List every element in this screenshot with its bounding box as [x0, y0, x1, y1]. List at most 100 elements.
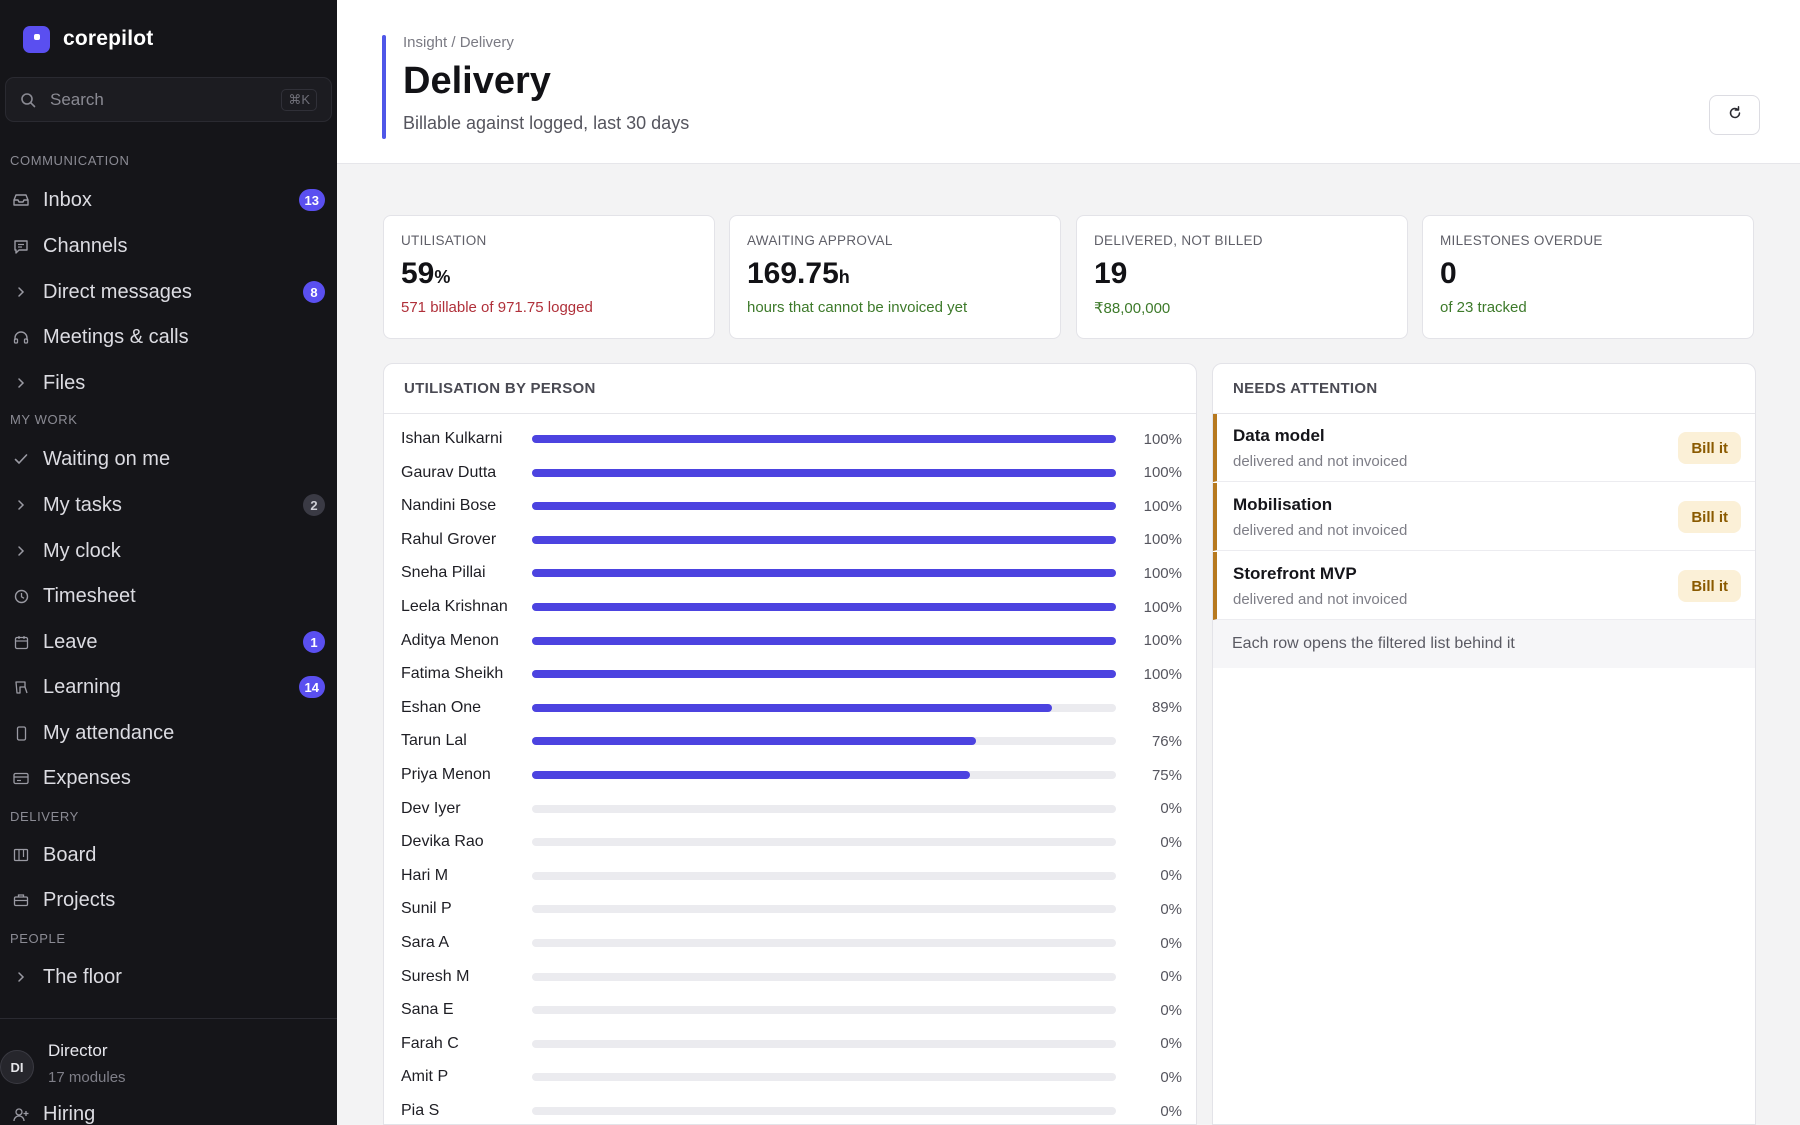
user-name[interactable]: Director: [48, 1041, 108, 1060]
attention-subtitle: delivered and not invoiced: [1233, 591, 1408, 608]
stat-note: of 23 tracked: [1440, 299, 1527, 316]
utilisation-row[interactable]: Amit P 0%: [384, 1060, 1196, 1094]
utilisation-row[interactable]: Dev Iyer 0%: [384, 792, 1196, 826]
person-name: Aditya Menon: [401, 631, 499, 649]
chat-icon: [12, 237, 30, 255]
utilisation-bar-track: [532, 871, 1116, 880]
sidebar-item-label: Projects: [43, 888, 116, 911]
section-delivery: DELIVERY: [10, 809, 79, 824]
attention-subtitle: delivered and not invoiced: [1233, 522, 1408, 539]
utilisation-row[interactable]: Nandini Bose 100%: [384, 489, 1196, 523]
stat-caption: DELIVERED, NOT BILLED: [1094, 233, 1263, 248]
utilisation-bar-fill: [532, 670, 1116, 679]
sidebar: corepilot Search ⌘K COMMUNICATION Inbox …: [0, 0, 337, 1125]
headset-icon: [12, 328, 30, 346]
sidebar-item-label: My tasks: [43, 493, 122, 516]
refresh-button[interactable]: [1709, 95, 1760, 135]
avatar[interactable]: DI: [0, 1050, 34, 1084]
utilisation-row[interactable]: Farah C 0%: [384, 1027, 1196, 1061]
breadcrumb[interactable]: Insight / Delivery: [403, 34, 514, 51]
attention-row[interactable]: Storefront MVP delivered and not invoice…: [1213, 552, 1755, 620]
utilisation-percent: 100%: [1143, 464, 1182, 482]
utilisation-row[interactable]: Suresh M 0%: [384, 960, 1196, 994]
sidebar-item-files[interactable]: Files: [0, 364, 337, 402]
utilisation-bar-track: [532, 435, 1116, 443]
sidebar-item-projects[interactable]: Projects: [0, 881, 337, 919]
utilisation-percent: 100%: [1143, 531, 1182, 549]
stat-unit: h: [838, 267, 850, 287]
my-tasks-badge: 2: [303, 494, 325, 516]
stat-card-milestones-overdue[interactable]: MILESTONES OVERDUE 0 of 23 tracked: [1422, 215, 1754, 339]
stat-caption: AWAITING APPROVAL: [747, 233, 893, 248]
utilisation-bar-track: [532, 905, 1116, 914]
attention-row[interactable]: Data model delivered and not invoiced Bi…: [1213, 414, 1755, 482]
stat-card-delivered-not-billed[interactable]: DELIVERED, NOT BILLED 19 ₹88,00,000: [1076, 215, 1408, 339]
bill-it-button[interactable]: Bill it: [1678, 570, 1741, 602]
utilisation-bar-fill: [532, 502, 1116, 511]
utilisation-row[interactable]: Sneha Pillai 100%: [384, 556, 1196, 590]
utilisation-percent: 100%: [1143, 598, 1182, 616]
sidebar-item-learning[interactable]: Learning 14: [0, 668, 337, 706]
sidebar-item-meetings[interactable]: Meetings & calls: [0, 318, 337, 356]
utilisation-row[interactable]: Devika Rao 0%: [384, 825, 1196, 859]
briefcase-icon: [12, 891, 30, 909]
stat-card-utilisation[interactable]: UTILISATION 59% 571 billable of 971.75 l…: [383, 215, 715, 339]
utilisation-row[interactable]: Gaurav Dutta 100%: [384, 456, 1196, 490]
sidebar-item-my-attendance[interactable]: My attendance: [0, 714, 337, 752]
stat-card-awaiting-approval[interactable]: AWAITING APPROVAL 169.75h hours that can…: [729, 215, 1061, 339]
utilisation-row[interactable]: Rahul Grover 100%: [384, 523, 1196, 557]
sidebar-item-waiting-on-me[interactable]: Waiting on me: [0, 440, 337, 478]
stat-number: 169.75: [747, 257, 839, 290]
utilisation-row[interactable]: Aditya Menon 100%: [384, 624, 1196, 658]
utilisation-heading: UTILISATION BY PERSON: [384, 364, 1196, 414]
leave-badge: 1: [303, 631, 325, 653]
main-content: Insight / Delivery Delivery Billable aga…: [337, 0, 1800, 1125]
sidebar-item-inbox[interactable]: Inbox 13: [0, 181, 337, 219]
bill-it-button[interactable]: Bill it: [1678, 501, 1741, 533]
sidebar-item-direct-messages[interactable]: Direct messages 8: [0, 273, 337, 311]
user-modules: 17 modules: [48, 1069, 126, 1086]
sidebar-item-my-tasks[interactable]: My tasks 2: [0, 486, 337, 524]
sidebar-item-the-floor[interactable]: The floor: [0, 958, 337, 996]
brand[interactable]: corepilot: [23, 25, 153, 53]
sidebar-item-label: Board: [43, 843, 97, 866]
stat-note: ₹88,00,000: [1094, 300, 1171, 317]
utilisation-row[interactable]: Priya Menon 75%: [384, 758, 1196, 792]
search-icon: [20, 91, 38, 109]
attention-row[interactable]: Mobilisation delivered and not invoiced …: [1213, 483, 1755, 551]
utilisation-percent: 100%: [1143, 430, 1182, 448]
stat-number: 19: [1094, 257, 1128, 290]
section-people: PEOPLE: [10, 931, 66, 946]
sidebar-item-my-clock[interactable]: My clock: [0, 532, 337, 570]
book-icon: [12, 678, 30, 696]
search-input[interactable]: Search ⌘K: [5, 77, 332, 122]
person-name: Fatima Sheikh: [401, 665, 504, 683]
utilisation-bar-track: [532, 1107, 1116, 1115]
person-name: Dev Iyer: [401, 799, 461, 817]
sidebar-item-channels[interactable]: Channels: [0, 227, 337, 265]
sidebar-item-hiring[interactable]: Hiring: [0, 1095, 337, 1125]
sidebar-item-leave[interactable]: Leave 1: [0, 623, 337, 661]
utilisation-row[interactable]: Pia S 0%: [384, 1094, 1196, 1124]
person-name: Ishan Kulkarni: [401, 430, 503, 447]
utilisation-row[interactable]: Sara A 0%: [384, 926, 1196, 960]
section-my-work: MY WORK: [10, 412, 78, 427]
stat-value: 169.75h: [747, 257, 1043, 291]
utilisation-percent: 100%: [1143, 564, 1182, 582]
utilisation-row[interactable]: Tarun Lal 76%: [384, 724, 1196, 758]
utilisation-row[interactable]: Eshan One 89%: [384, 691, 1196, 725]
utilisation-bar-track: [532, 1039, 1116, 1048]
bill-it-button[interactable]: Bill it: [1678, 432, 1741, 464]
sidebar-item-timesheet[interactable]: Timesheet: [0, 577, 337, 615]
utilisation-row[interactable]: Sunil P 0%: [384, 892, 1196, 926]
person-name: Gaurav Dutta: [401, 463, 497, 481]
sidebar-item-board[interactable]: Board: [0, 836, 337, 874]
utilisation-row[interactable]: Hari M 0%: [384, 859, 1196, 893]
sidebar-item-expenses[interactable]: Expenses: [0, 759, 337, 797]
utilisation-row[interactable]: Leela Krishnan 100%: [384, 590, 1196, 624]
utilisation-row[interactable]: Ishan Kulkarni 100%: [384, 422, 1196, 456]
utilisation-row[interactable]: Fatima Sheikh 100%: [384, 657, 1196, 691]
utilisation-bar-fill: [532, 703, 1052, 712]
page-header: Insight / Delivery Delivery Billable aga…: [337, 0, 1800, 164]
utilisation-row[interactable]: Sana E 0%: [384, 993, 1196, 1027]
